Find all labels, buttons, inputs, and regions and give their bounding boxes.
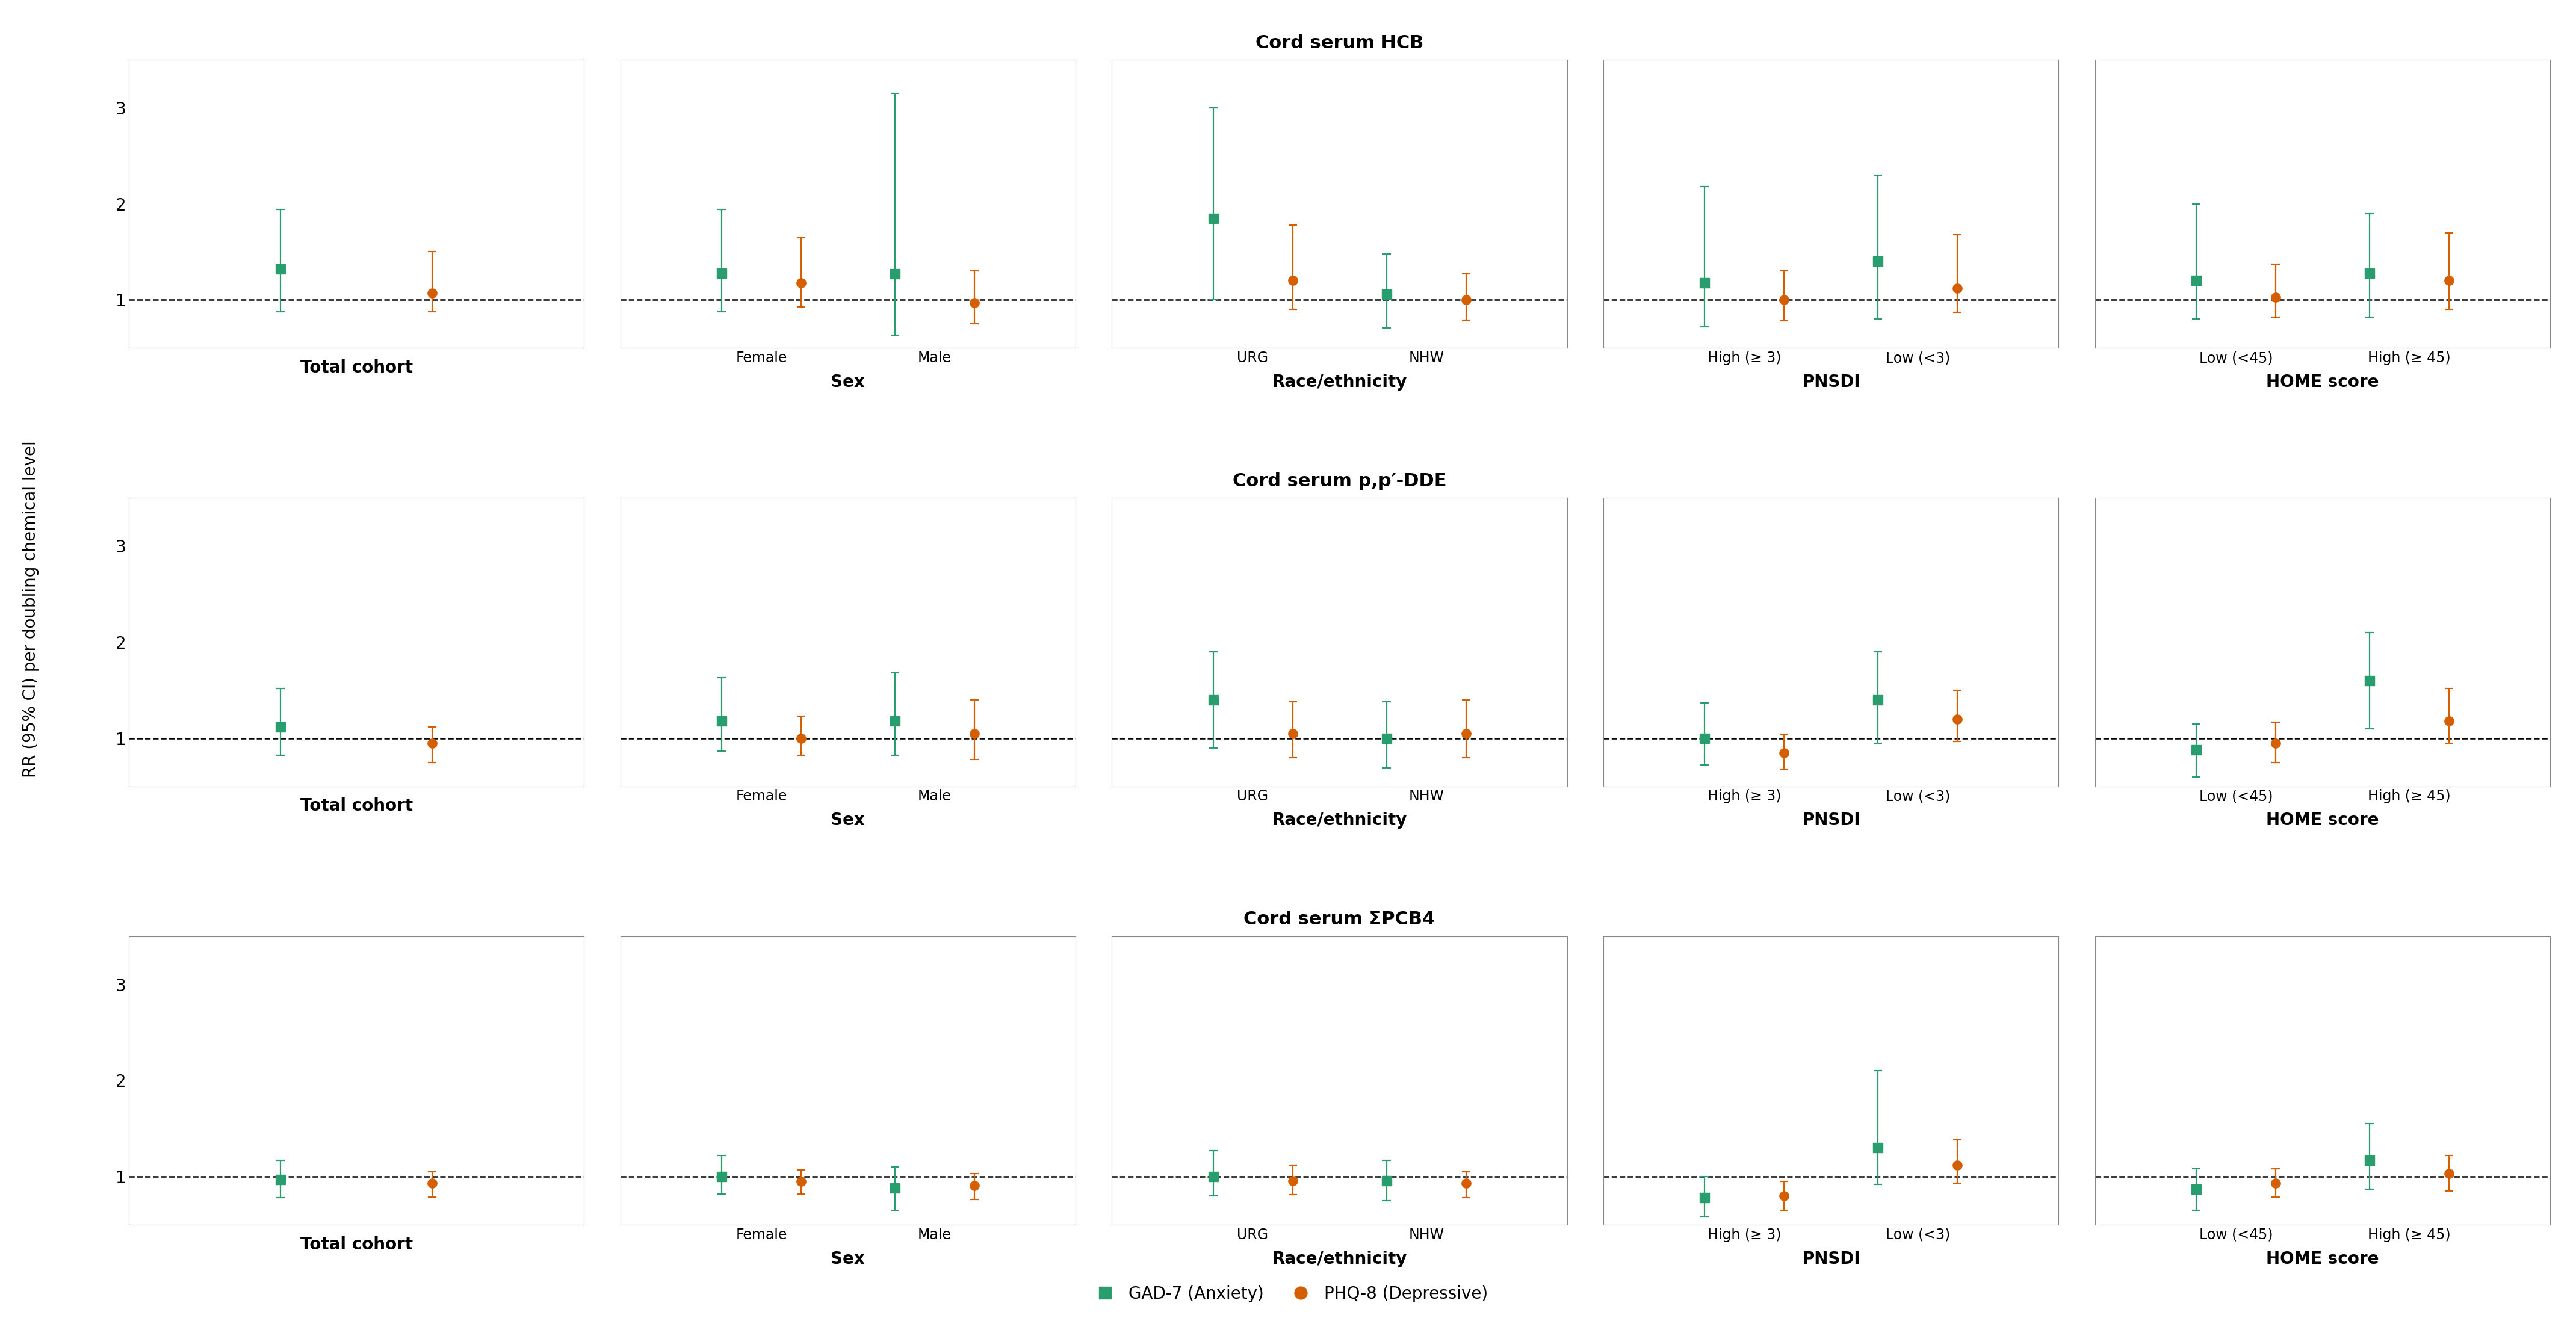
X-axis label: Sex: Sex (832, 812, 866, 829)
Legend: GAD-7 (Anxiety), PHQ-8 (Depressive): GAD-7 (Anxiety), PHQ-8 (Depressive) (1082, 1279, 1494, 1309)
Title: Cord serum HCB: Cord serum HCB (1255, 34, 1425, 52)
Title: Cord serum ΣPCB4: Cord serum ΣPCB4 (1244, 911, 1435, 928)
X-axis label: PNSDI: PNSDI (1803, 812, 1860, 829)
X-axis label: HOME score: HOME score (2267, 373, 2380, 391)
X-axis label: Sex: Sex (832, 1250, 866, 1267)
X-axis label: Race/ethnicity: Race/ethnicity (1273, 812, 1406, 829)
X-axis label: HOME score: HOME score (2267, 1250, 2380, 1267)
X-axis label: Race/ethnicity: Race/ethnicity (1273, 1250, 1406, 1267)
Text: RR (95% CI) per doubling chemical level: RR (95% CI) per doubling chemical level (23, 441, 39, 777)
X-axis label: HOME score: HOME score (2267, 812, 2380, 829)
X-axis label: Total cohort: Total cohort (299, 359, 412, 376)
X-axis label: Total cohort: Total cohort (299, 797, 412, 814)
X-axis label: Race/ethnicity: Race/ethnicity (1273, 373, 1406, 391)
X-axis label: PNSDI: PNSDI (1803, 373, 1860, 391)
X-axis label: PNSDI: PNSDI (1803, 1250, 1860, 1267)
X-axis label: Total cohort: Total cohort (299, 1237, 412, 1253)
X-axis label: Sex: Sex (832, 373, 866, 391)
Title: Cord serum p,p′-DDE: Cord serum p,p′-DDE (1231, 473, 1448, 490)
